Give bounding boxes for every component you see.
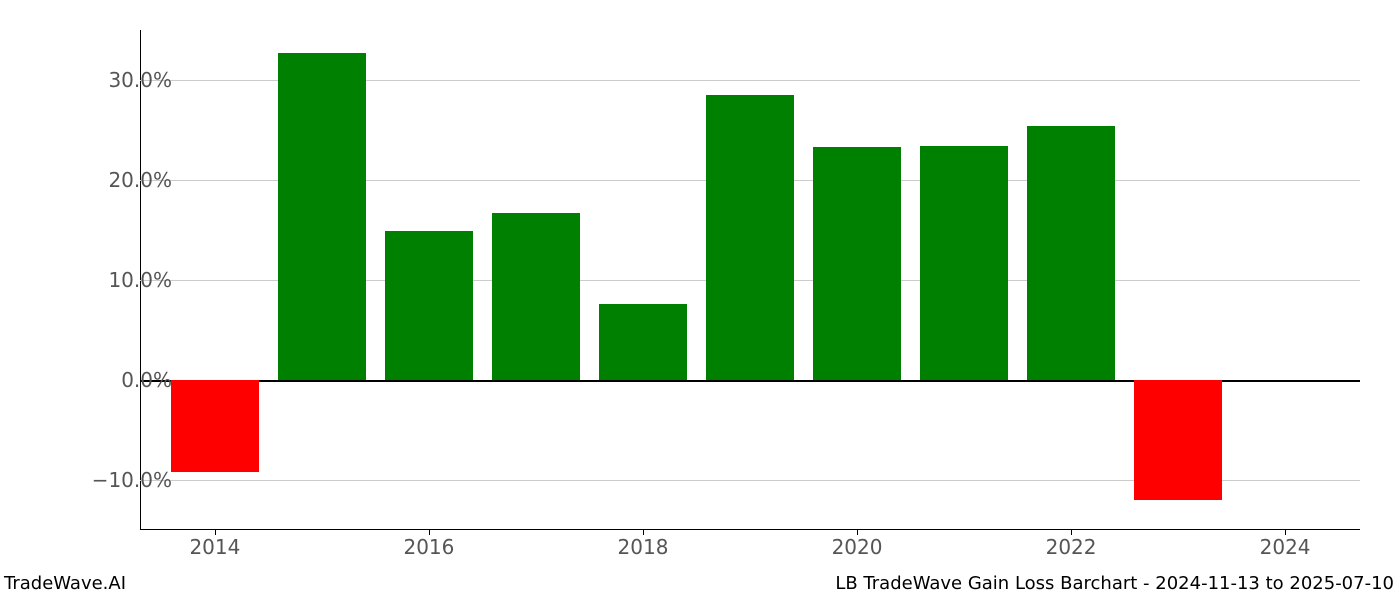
y-tick-label: 20.0% (108, 168, 172, 192)
bar (171, 380, 259, 472)
y-tick-label: 30.0% (108, 68, 172, 92)
bar (599, 304, 687, 380)
x-tick-label: 2014 (189, 535, 240, 559)
bar (920, 146, 1008, 380)
x-tick-label: 2020 (832, 535, 883, 559)
bar (706, 95, 794, 380)
x-tick-label: 2016 (403, 535, 454, 559)
y-tick-label: 10.0% (108, 268, 172, 292)
footer-brand: TradeWave.AI (4, 573, 126, 594)
bar (492, 213, 580, 380)
x-tick-label: 2024 (1260, 535, 1311, 559)
bar (1027, 126, 1115, 380)
footer-caption: LB TradeWave Gain Loss Barchart - 2024-1… (835, 573, 1394, 594)
bar (813, 147, 901, 380)
y-tick-label: −10.0% (92, 468, 172, 492)
bar (278, 53, 366, 380)
x-tick-label: 2022 (1046, 535, 1097, 559)
bar (1134, 380, 1222, 500)
bar (385, 231, 473, 380)
y-tick-label: 0.0% (121, 368, 172, 392)
chart-container: 201420162018202020222024 (140, 30, 1360, 530)
x-tick-label: 2018 (618, 535, 669, 559)
plot-area: 201420162018202020222024 (140, 30, 1360, 530)
